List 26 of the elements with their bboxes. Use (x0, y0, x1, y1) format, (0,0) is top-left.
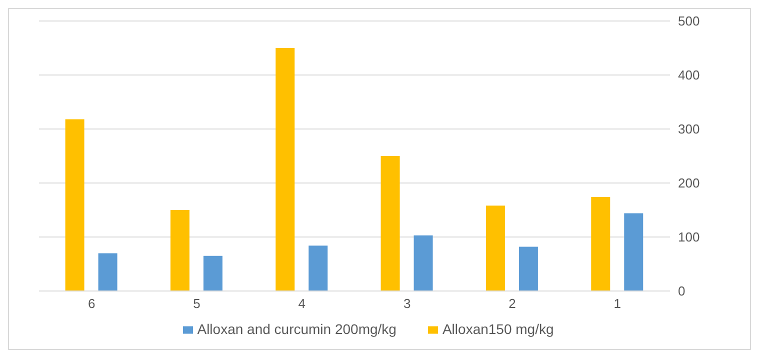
bar (414, 235, 433, 291)
bar (486, 206, 505, 291)
bar (380, 156, 400, 291)
bar (591, 197, 610, 291)
bar (170, 210, 190, 291)
legend-label: Alloxan150 mg/kg (442, 321, 554, 337)
bar (98, 253, 118, 291)
x-tick-label: 3 (403, 296, 411, 312)
x-tick-label: 1 (614, 296, 622, 312)
x-tick-label: 5 (193, 296, 200, 312)
bar (518, 246, 538, 291)
y-tick-label: 200 (678, 176, 700, 191)
bar (276, 48, 295, 291)
legend-label: Alloxan and curcumin 200mg/kg (197, 321, 396, 337)
x-tick-label: 4 (298, 296, 306, 312)
y-tick-label: 0 (678, 284, 686, 299)
y-tick-label: 400 (678, 68, 700, 83)
bar (624, 213, 644, 291)
x-tick-label: 6 (88, 296, 96, 312)
y-tick-label: 100 (678, 230, 700, 245)
y-tick-label: 500 (678, 14, 700, 29)
bar (308, 246, 328, 291)
bar (65, 119, 84, 291)
y-tick-label: 300 (678, 122, 700, 137)
bar (203, 256, 222, 291)
x-tick-label: 2 (508, 296, 516, 312)
